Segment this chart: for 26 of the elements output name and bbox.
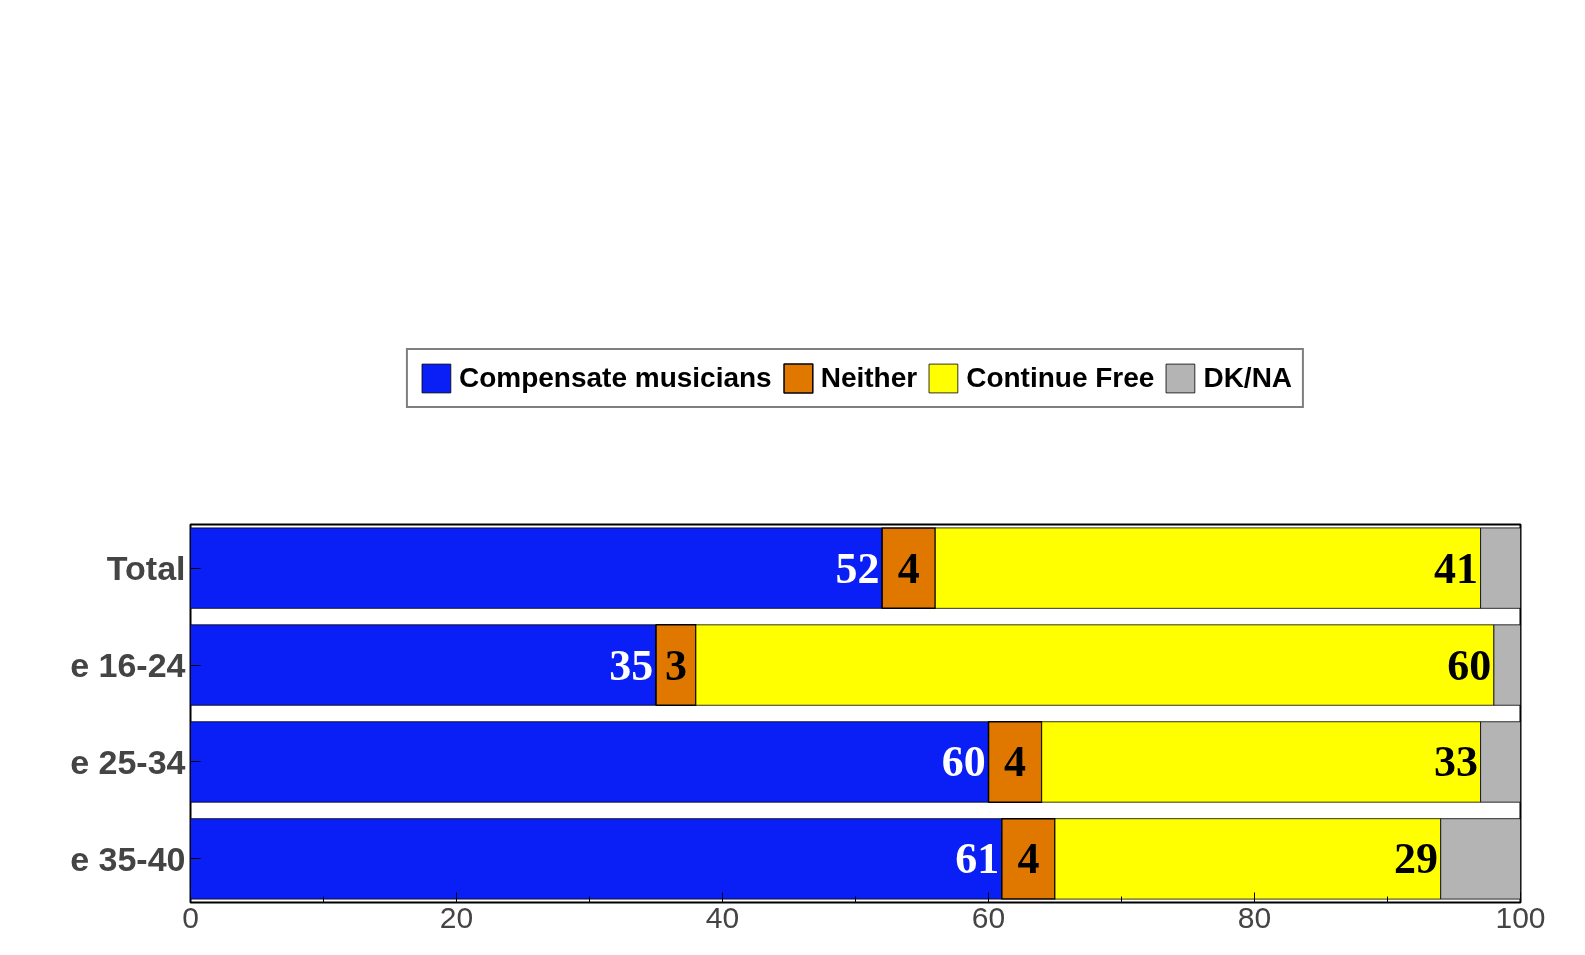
data-label: 3 <box>664 640 687 690</box>
data-label: 41 <box>1433 543 1478 593</box>
data-label: 61 <box>955 834 1000 884</box>
data-label: 29 <box>1394 834 1439 884</box>
x-tick-label: 40 <box>705 900 740 934</box>
legend-label: Compensate musicians <box>458 362 772 394</box>
y-tick-label: e 25-34 <box>70 742 186 781</box>
y-tick-label: e 35-40 <box>70 839 186 878</box>
legend-label: DK/NA <box>1203 362 1293 394</box>
x-tick-label: 100 <box>1495 900 1546 934</box>
legend-label: Continue Free <box>966 362 1155 394</box>
x-tick-label: 0 <box>182 900 199 934</box>
data-label: 4 <box>897 543 920 593</box>
data-label: 4 <box>1017 834 1040 884</box>
x-tick-label: 80 <box>1237 900 1272 934</box>
legend-label: Neither <box>820 362 918 394</box>
x-tick-label: 20 <box>439 900 474 934</box>
y-tick-label: e 16-24 <box>70 646 186 685</box>
data-label: 60 <box>1447 640 1492 690</box>
y-tick-label: Total <box>106 549 186 588</box>
data-label: 52 <box>835 543 880 593</box>
data-label: 33 <box>1433 737 1478 787</box>
data-label: 35 <box>609 640 654 690</box>
x-tick-label: 60 <box>971 900 1006 934</box>
data-label: 4 <box>1004 737 1027 787</box>
data-label: 60 <box>941 737 986 787</box>
